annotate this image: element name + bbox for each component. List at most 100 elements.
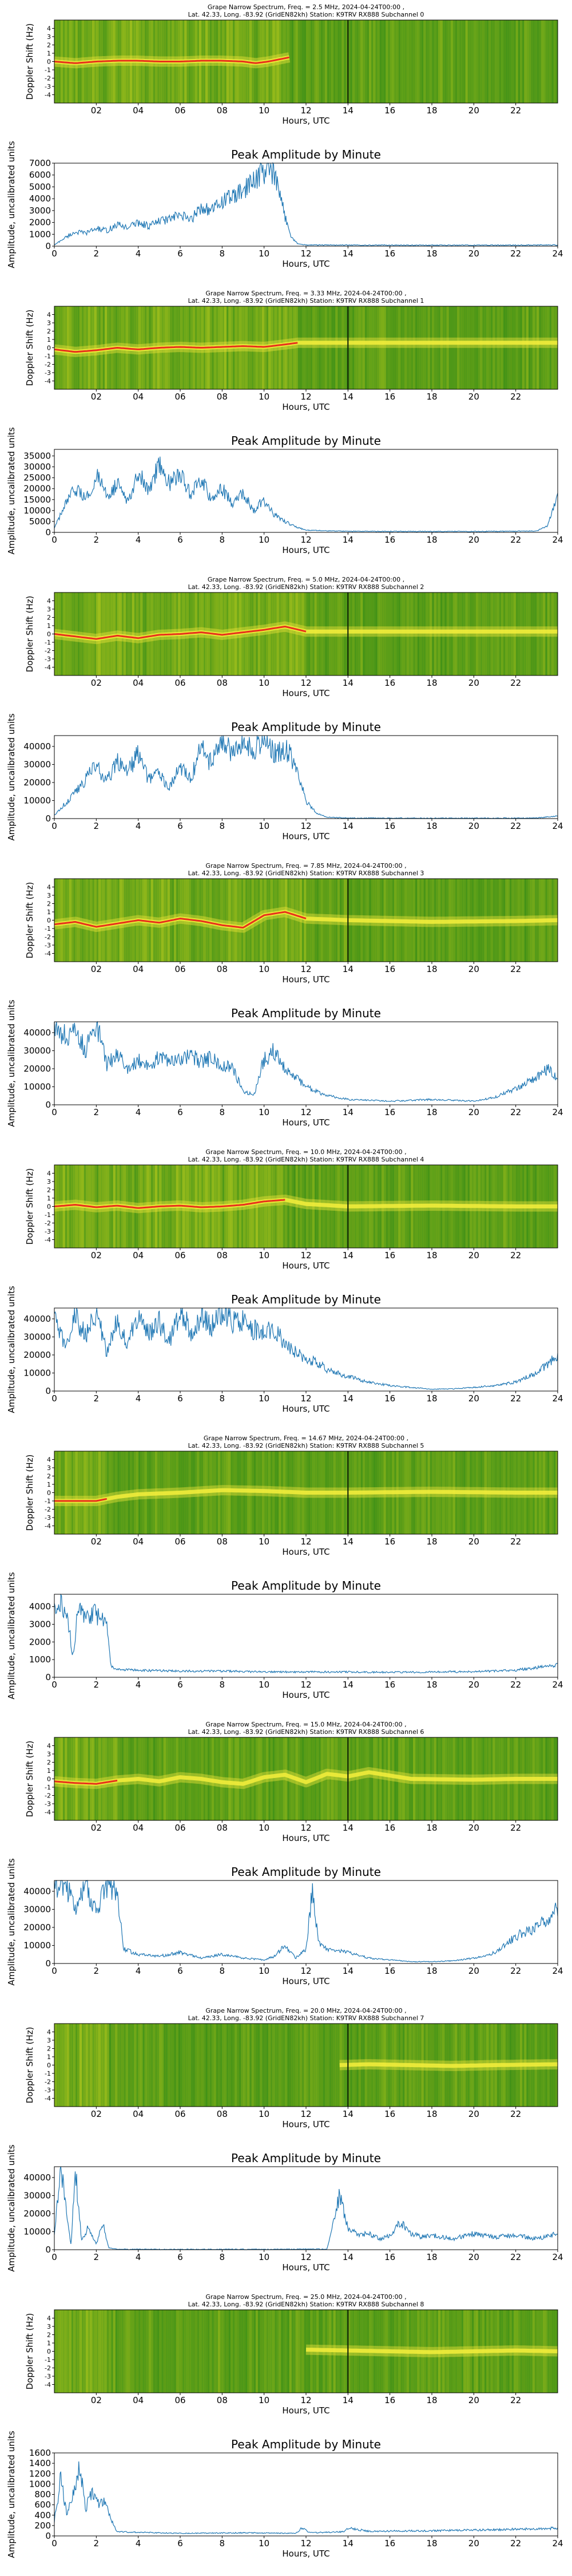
spectrogram-noise-column xyxy=(533,20,535,103)
spectrogram-noise-column xyxy=(293,2310,296,2393)
spectrogram-noise-column xyxy=(442,20,445,103)
y-axis-label: Doppler Shift (Hz) xyxy=(25,1455,35,1531)
spectrogram-noise-column xyxy=(132,1451,134,1534)
spectrogram-noise-column xyxy=(511,20,514,103)
spectrogram-noise-column xyxy=(310,2024,313,2107)
spectrogram-noise-column xyxy=(172,2310,174,2393)
y-tick-label: 2 xyxy=(47,1759,51,1767)
spectrogram-noise-column xyxy=(73,592,76,675)
spectrogram-noise-column xyxy=(209,2310,212,2393)
spectrogram-noise-column xyxy=(434,306,436,389)
spectrogram-noise-column xyxy=(113,1737,116,1820)
spectrogram-noise-column xyxy=(207,2024,210,2107)
y-axis-label: Doppler Shift (Hz) xyxy=(25,1168,35,1245)
y-tick-label: -2 xyxy=(45,361,51,369)
spectrogram-noise-column xyxy=(241,2024,244,2107)
spectrogram-noise-column xyxy=(522,306,525,389)
spectrogram-noise-column xyxy=(430,20,432,103)
spectrogram-noise-column xyxy=(392,20,395,103)
spectrogram-noise-column xyxy=(329,306,332,389)
spectrogram-noise-column xyxy=(549,306,552,389)
spectrogram-noise-column xyxy=(553,592,556,675)
spectrogram-noise-column xyxy=(304,2024,307,2107)
spectrogram-noise-column xyxy=(306,1737,309,1820)
spectrogram-noise-column xyxy=(260,2310,263,2393)
y-tick-label: 3 xyxy=(47,606,51,613)
spectrogram-noise-column xyxy=(69,2310,72,2393)
spectrogram-noise-column xyxy=(92,879,95,962)
spectrogram-noise-column xyxy=(231,2024,233,2107)
spectrogram-noise-column xyxy=(117,1451,120,1534)
x-tick-label: 4 xyxy=(136,2252,141,2262)
y-tick-label: -4 xyxy=(45,664,51,671)
y-axis-label: Doppler Shift (Hz) xyxy=(25,310,35,386)
spectrogram-noise-column xyxy=(80,306,82,389)
spectrogram-noise-column xyxy=(331,1737,334,1820)
spectrogram-noise-column xyxy=(98,1737,101,1820)
spectrogram-noise-column xyxy=(90,1737,93,1820)
spectrogram-noise-column xyxy=(247,2024,250,2107)
spectrogram-noise-column xyxy=(457,306,460,389)
y-tick-label: 800 xyxy=(34,2490,51,2500)
spectrogram-panel: Grape Narrow Spectrum, Freq. = 25.0 MHz,… xyxy=(25,2293,561,2416)
spectrogram-noise-column xyxy=(134,1451,137,1534)
spectrogram-noise-column xyxy=(436,592,439,675)
spectrogram-noise-column xyxy=(501,306,504,389)
spectrogram-noise-column xyxy=(364,306,367,389)
x-tick-label: 24 xyxy=(552,2252,563,2262)
x-tick-label: 12 xyxy=(300,248,311,259)
spectrogram-title: Grape Narrow Spectrum, Freq. = 2.5 MHz, … xyxy=(208,3,404,11)
spectrogram-noise-column xyxy=(287,1737,290,1820)
spectrogram-noise-column xyxy=(528,306,531,389)
y-tick-label: 4000 xyxy=(29,1602,51,1612)
spectrogram-noise-column xyxy=(276,1737,279,1820)
spectrogram-noise-column xyxy=(199,2310,202,2393)
spectrogram-noise-column xyxy=(509,20,512,103)
spectrogram-noise-column xyxy=(327,592,329,675)
spectrogram-noise-column xyxy=(65,2310,67,2393)
spectrogram-noise-column xyxy=(268,592,271,675)
spectrogram-noise-column xyxy=(94,1451,97,1534)
y-tick-label: 0 xyxy=(47,1203,51,1211)
spectrogram-noise-column xyxy=(71,879,74,962)
spectrogram-noise-column xyxy=(310,592,313,675)
spectrogram-noise-column xyxy=(226,1451,229,1534)
spectrogram-noise-column xyxy=(109,1737,112,1820)
spectrogram-noise-column xyxy=(92,306,95,389)
spectrogram-noise-column xyxy=(159,2310,162,2393)
spectrogram-noise-column xyxy=(295,592,298,675)
y-tick-label: 4 xyxy=(47,25,51,33)
y-tick-label: 40000 xyxy=(23,1886,51,1897)
spectrogram-noise-column xyxy=(239,1737,241,1820)
spectrogram-noise-column xyxy=(136,592,139,675)
spectrogram-noise-column xyxy=(216,1737,219,1820)
spectrogram-noise-column xyxy=(186,2024,189,2107)
spectrogram-noise-column xyxy=(432,20,435,103)
spectrogram-noise-column xyxy=(377,1737,380,1820)
spectrogram-noise-column xyxy=(371,20,374,103)
spectrogram-noise-column xyxy=(168,2024,170,2107)
x-tick-label: 18 xyxy=(426,2252,437,2262)
x-tick-label: 22 xyxy=(510,2395,521,2405)
spectrogram-noise-column xyxy=(90,1451,93,1534)
spectrogram-noise-column xyxy=(67,879,70,962)
spectrogram-noise-column xyxy=(300,1165,303,1248)
y-tick-label: 1000 xyxy=(29,2479,51,2489)
y-tick-label: 5000 xyxy=(29,181,51,192)
spectrogram-noise-column xyxy=(235,1451,237,1534)
spectrogram-noise-column xyxy=(88,592,90,675)
spectrogram-noise-column xyxy=(547,592,550,675)
x-tick-label: 20 xyxy=(468,964,479,974)
y-tick-label: -1 xyxy=(45,925,51,933)
x-tick-label: 0 xyxy=(51,821,57,831)
spectrogram-noise-column xyxy=(61,1737,63,1820)
spectrogram-noise-column xyxy=(300,592,303,675)
spectrogram-noise-column xyxy=(73,1451,76,1534)
y-tick-label: 2 xyxy=(47,1187,51,1194)
spectrogram-noise-column xyxy=(77,1451,80,1534)
y-tick-label: 0 xyxy=(45,2531,51,2541)
spectrogram-noise-column xyxy=(515,306,518,389)
spectrogram-noise-column xyxy=(212,879,214,962)
spectrogram-noise-column xyxy=(358,1737,361,1820)
x-axis-label: Hours, UTC xyxy=(282,1261,329,1271)
